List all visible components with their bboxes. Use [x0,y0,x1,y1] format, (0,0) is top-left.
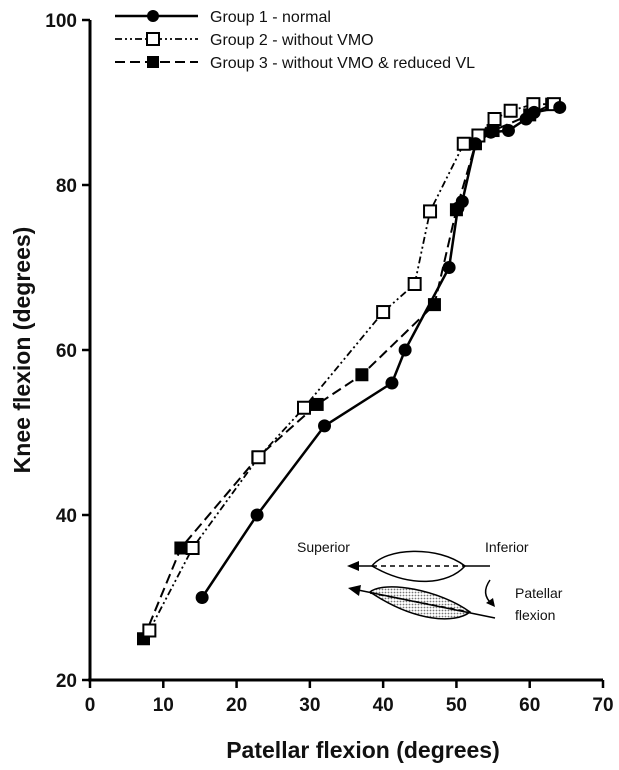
data-point-group1 [318,419,332,433]
legend-label-group3: Group 3 - without VMO & reduced VL [210,55,475,72]
data-point-group2 [296,400,311,415]
data-point-group1 [398,343,412,357]
inset-label-superior: Superior [297,539,350,555]
legend-marker-group1 [147,10,159,22]
data-point-group1 [468,137,482,151]
data-point-group1 [484,125,498,139]
data-point-group1 [442,261,456,274]
inset-label-flexion: flexion [515,607,555,623]
x-tick-label: 20 [226,695,247,716]
y-tick-label: 40 [56,506,77,527]
legend: Group 1 - normal Group 2 - without VMO G… [115,9,475,72]
x-axis-title: Patellar flexion (degrees) [226,737,500,763]
data-point-group1 [455,195,469,208]
legend-marker-group3 [147,56,159,68]
data-point-group2 [456,136,471,151]
legend-item-group1: Group 1 - normal [115,9,331,26]
data-point-group2 [185,541,200,555]
x-tick-label: 10 [153,695,174,716]
data-point-group2 [376,305,391,320]
data-point-group3 [355,368,369,382]
series-line-group3 [142,103,553,640]
x-tick-label: 40 [373,695,394,716]
data-point-group1 [385,376,399,390]
data-point-group1 [553,100,567,114]
y-tick-label: 80 [56,176,77,197]
x-tick-label: 60 [519,695,540,716]
y-tick-label: 60 [56,341,77,362]
inset-label-inferior: Inferior [485,539,529,555]
data-point-group2 [251,450,266,465]
series-line-group1 [201,106,561,599]
data-point-group2 [142,623,157,638]
legend-marker-group2 [146,32,160,46]
tick-labels: 0 10 20 30 40 50 60 70 20 40 60 80 100 [45,11,613,716]
inset-label-patellar: Patellar [515,585,563,601]
data-point-group1 [527,105,541,119]
data-point-group3 [174,541,188,555]
inset-rotation-arrowhead [486,598,495,607]
inset-flexed-axis-dashed [369,592,471,613]
x-tick-label: 0 [85,695,96,716]
legend-item-group2: Group 2 - without VMO [115,32,374,49]
data-point-group1 [250,508,264,522]
y-tick-label: 100 [45,11,77,32]
x-tick-label: 30 [299,695,320,716]
legend-label-group2: Group 2 - without VMO [210,32,374,49]
x-tick-label: 50 [446,695,467,716]
data-point-group1 [501,124,515,138]
data-point-group2 [487,112,502,126]
x-tick-label: 70 [592,695,613,716]
data-point-group3 [427,298,441,312]
series-markers [136,97,567,646]
data-point-group2 [423,204,438,219]
data-point-group2 [407,277,422,291]
inset-flexed-arrowhead [348,585,361,596]
legend-label-group1: Group 1 - normal [210,9,331,26]
legend-item-group3: Group 3 - without VMO & reduced VL [115,55,475,72]
series-lines [142,103,561,640]
data-point-group1 [195,591,209,604]
inset-superior-arrowhead [347,561,359,571]
y-axis-title: Knee flexion (degrees) [9,227,35,474]
data-point-group2 [503,103,518,118]
ticks [82,18,605,688]
data-point-group3 [310,397,324,411]
y-tick-label: 20 [56,671,77,692]
patella-inset-diagram: Superior Inferior Patellar flexion [297,539,563,623]
